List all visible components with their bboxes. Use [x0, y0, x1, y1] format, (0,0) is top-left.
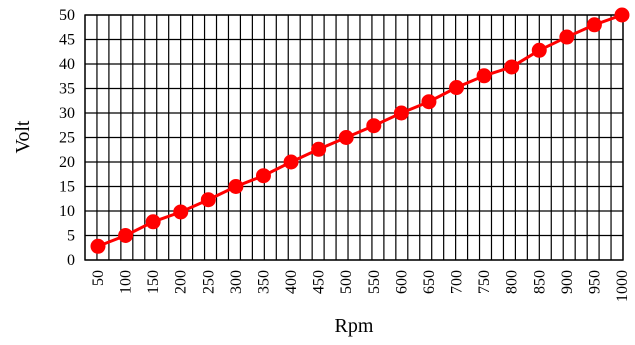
- x-tick-label: 500: [338, 270, 355, 294]
- y-tick-label: 5: [67, 228, 75, 245]
- x-tick-label: 700: [449, 270, 466, 294]
- data-point: [90, 238, 106, 254]
- data-point: [476, 68, 492, 84]
- data-point: [614, 7, 630, 23]
- data-point: [228, 179, 244, 194]
- data-point: [338, 130, 354, 145]
- x-tick-label: 450: [311, 270, 328, 294]
- data-point: [145, 214, 161, 230]
- y-tick-labels: 0 5 10 15 20 25 30 35 40 45 50: [59, 7, 75, 269]
- data-point: [449, 80, 465, 96]
- y-tick-label: 0: [67, 252, 75, 269]
- data-point: [173, 204, 189, 220]
- x-tick-label: 900: [559, 270, 576, 294]
- data-point: [421, 94, 437, 110]
- y-tick-label: 10: [59, 203, 75, 220]
- x-axis-label: Rpm: [335, 315, 374, 337]
- x-tick-label: 550: [366, 270, 383, 294]
- x-tick-label: 100: [118, 270, 135, 294]
- y-tick-label: 50: [59, 7, 75, 24]
- data-point: [311, 141, 327, 157]
- data-point: [255, 168, 271, 184]
- series-group: [90, 7, 630, 254]
- x-tick-label: 300: [228, 270, 245, 294]
- y-tick-label: 30: [59, 105, 75, 122]
- x-tick-labels: 50 100 150 200 250 300 350 400 450 500 550 600 650 70…: [90, 270, 631, 302]
- y-tick-label: 20: [59, 154, 75, 171]
- x-tick-label: 150: [145, 270, 162, 294]
- data-point: [586, 17, 602, 33]
- x-tick-label: 650: [421, 270, 438, 294]
- x-tick-label: 750: [476, 270, 493, 294]
- x-tick-label: 200: [173, 270, 190, 294]
- y-tick-label: 15: [59, 179, 75, 196]
- x-tick-label: 250: [200, 270, 217, 294]
- x-tick-label: 400: [283, 270, 300, 294]
- x-tick-label: 1000: [614, 270, 631, 302]
- y-tick-label: 40: [59, 56, 75, 73]
- plot-border: [84, 14, 624, 261]
- y-axis-label: Volt: [12, 120, 34, 153]
- x-tick-label: 950: [586, 270, 603, 294]
- data-point: [559, 29, 575, 45]
- x-tick-label: 600: [393, 270, 410, 294]
- data-point: [531, 42, 547, 58]
- y-tick-label: 45: [59, 32, 75, 49]
- x-tick-label: 850: [531, 270, 548, 294]
- data-point: [283, 154, 299, 170]
- data-point: [366, 118, 382, 134]
- data-point: [118, 228, 134, 243]
- x-tick-label: 50: [90, 270, 107, 286]
- x-tick-label: 350: [255, 270, 272, 294]
- data-point: [504, 59, 520, 75]
- y-tick-label: 25: [59, 130, 75, 147]
- x-tick-label: 800: [504, 270, 521, 294]
- data-point: [200, 192, 216, 208]
- data-point: [393, 105, 409, 121]
- y-tick-label: 35: [59, 81, 75, 98]
